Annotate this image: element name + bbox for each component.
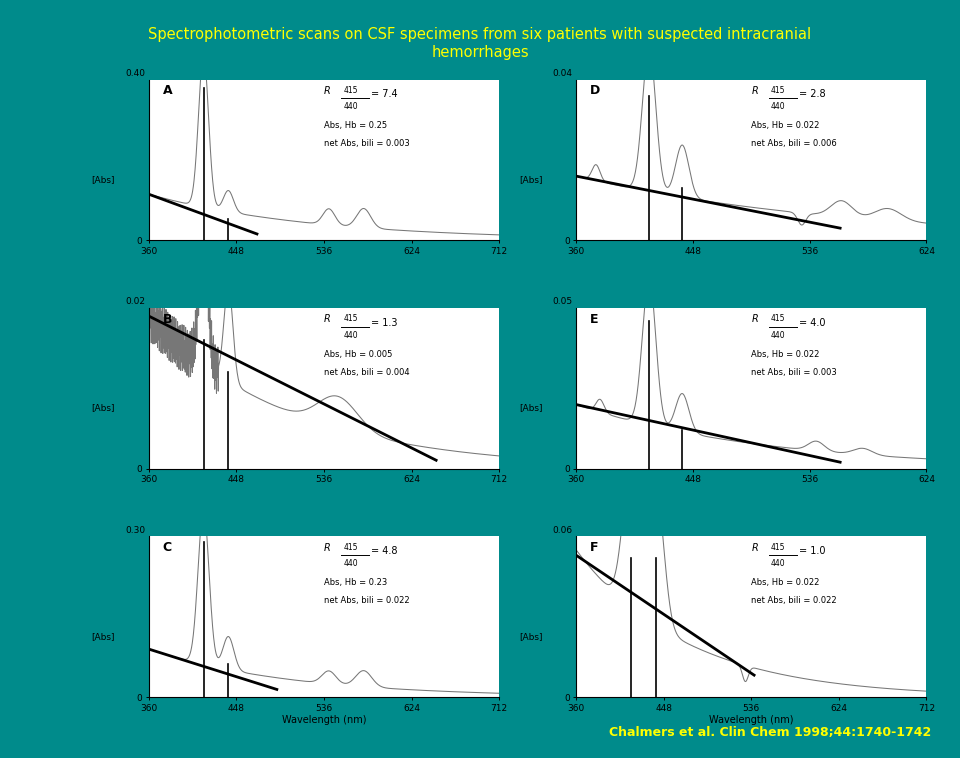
Text: 440: 440 xyxy=(344,559,358,568)
Text: R: R xyxy=(324,86,330,96)
Text: 440: 440 xyxy=(344,330,358,340)
Text: [Abs]: [Abs] xyxy=(518,403,542,412)
Text: = 4.8: = 4.8 xyxy=(372,546,397,556)
Text: 0.30: 0.30 xyxy=(125,526,145,535)
Text: 440: 440 xyxy=(771,559,785,568)
Text: 415: 415 xyxy=(771,315,785,324)
Text: Spectrophotometric scans on CSF specimens from six patients with suspected intra: Spectrophotometric scans on CSF specimen… xyxy=(149,27,811,42)
Text: net Abs, bili = 0.006: net Abs, bili = 0.006 xyxy=(752,139,837,148)
Text: 440: 440 xyxy=(771,102,785,111)
Text: E: E xyxy=(590,313,599,326)
Text: 0.40: 0.40 xyxy=(126,69,145,78)
X-axis label: Wavelength (nm): Wavelength (nm) xyxy=(709,716,794,725)
Text: C: C xyxy=(163,541,172,554)
Text: Abs, Hb = 0.022: Abs, Hb = 0.022 xyxy=(752,350,820,359)
Text: hemorrhages: hemorrhages xyxy=(431,45,529,61)
Text: [Abs]: [Abs] xyxy=(91,175,115,184)
Text: R: R xyxy=(752,543,758,553)
Text: 415: 415 xyxy=(344,543,358,552)
Text: R: R xyxy=(324,543,330,553)
Text: [Abs]: [Abs] xyxy=(91,631,115,641)
Text: R: R xyxy=(752,86,758,96)
Text: 415: 415 xyxy=(771,86,785,95)
Text: = 1.0: = 1.0 xyxy=(799,546,825,556)
Text: B: B xyxy=(163,313,172,326)
Text: A: A xyxy=(163,84,173,98)
Text: R: R xyxy=(752,315,758,324)
Text: net Abs, bili = 0.004: net Abs, bili = 0.004 xyxy=(324,368,410,377)
Text: = 1.3: = 1.3 xyxy=(372,318,397,327)
Text: 415: 415 xyxy=(344,86,358,95)
Text: 440: 440 xyxy=(771,330,785,340)
Text: [Abs]: [Abs] xyxy=(91,403,115,412)
Text: net Abs, bili = 0.022: net Abs, bili = 0.022 xyxy=(752,596,837,605)
Text: net Abs, bili = 0.022: net Abs, bili = 0.022 xyxy=(324,596,410,605)
Text: 0.05: 0.05 xyxy=(553,297,572,306)
Text: Chalmers et al. Clin Chem 1998;44:1740-1742: Chalmers et al. Clin Chem 1998;44:1740-1… xyxy=(609,726,931,739)
Text: 0.02: 0.02 xyxy=(126,297,145,306)
Text: Abs, Hb = 0.25: Abs, Hb = 0.25 xyxy=(324,121,387,130)
Text: F: F xyxy=(590,541,599,554)
Text: = 2.8: = 2.8 xyxy=(799,89,826,99)
Text: Abs, Hb = 0.022: Abs, Hb = 0.022 xyxy=(752,578,820,587)
Text: 415: 415 xyxy=(344,315,358,324)
Text: net Abs, bili = 0.003: net Abs, bili = 0.003 xyxy=(324,139,410,148)
Text: [Abs]: [Abs] xyxy=(518,631,542,641)
Text: Abs, Hb = 0.022: Abs, Hb = 0.022 xyxy=(752,121,820,130)
Text: 415: 415 xyxy=(771,543,785,552)
Text: = 7.4: = 7.4 xyxy=(372,89,397,99)
Text: = 4.0: = 4.0 xyxy=(799,318,825,327)
Text: [Abs]: [Abs] xyxy=(518,175,542,184)
Text: Abs, Hb = 0.005: Abs, Hb = 0.005 xyxy=(324,350,393,359)
Text: 0.06: 0.06 xyxy=(553,526,572,535)
Text: D: D xyxy=(590,84,600,98)
Text: R: R xyxy=(324,315,330,324)
Text: net Abs, bili = 0.003: net Abs, bili = 0.003 xyxy=(752,368,837,377)
Text: 440: 440 xyxy=(344,102,358,111)
X-axis label: Wavelength (nm): Wavelength (nm) xyxy=(281,716,366,725)
Text: 0.04: 0.04 xyxy=(553,69,572,78)
Text: Abs, Hb = 0.23: Abs, Hb = 0.23 xyxy=(324,578,387,587)
